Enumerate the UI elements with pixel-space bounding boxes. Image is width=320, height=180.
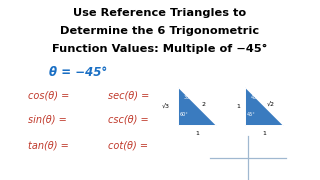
Text: 1: 1 <box>195 131 199 136</box>
Text: sin(θ) =: sin(θ) = <box>28 115 67 125</box>
Text: 1: 1 <box>236 103 240 109</box>
Text: 45°: 45° <box>251 95 260 100</box>
Text: Use Reference Triangles to: Use Reference Triangles to <box>73 8 247 18</box>
Text: 30°: 30° <box>184 95 193 100</box>
Polygon shape <box>245 87 283 125</box>
Text: tan(θ) =: tan(θ) = <box>28 140 69 150</box>
Text: csc(θ) =: csc(θ) = <box>108 115 148 125</box>
Text: Function Values: Multiple of −45°: Function Values: Multiple of −45° <box>52 44 268 54</box>
Text: cot(θ) =: cot(θ) = <box>108 140 148 150</box>
Text: Determine the 6 Trigonometric: Determine the 6 Trigonometric <box>60 26 260 36</box>
Text: 2: 2 <box>201 102 205 107</box>
Text: √2: √2 <box>267 101 275 107</box>
Text: cos(θ) =: cos(θ) = <box>28 90 69 100</box>
Text: 45°: 45° <box>247 112 256 117</box>
Text: √3: √3 <box>162 103 170 109</box>
Text: 60°: 60° <box>180 112 189 117</box>
Text: θ = −45°: θ = −45° <box>49 66 107 79</box>
Polygon shape <box>178 87 216 125</box>
Text: 1: 1 <box>262 131 266 136</box>
Text: sec(θ) =: sec(θ) = <box>108 90 149 100</box>
